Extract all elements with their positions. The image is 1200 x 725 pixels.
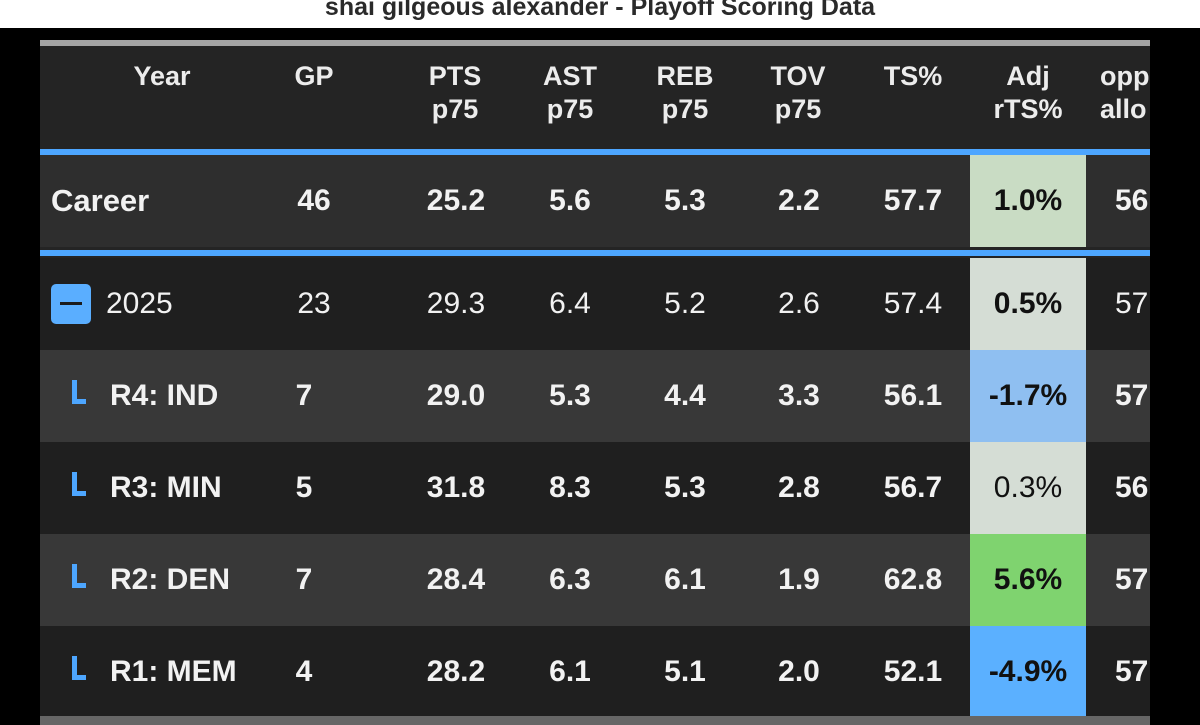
row-pts: 31.8 [426, 471, 486, 504]
sub-row-indicator-icon [72, 564, 86, 588]
row-year: R1: MEM [110, 655, 237, 688]
table-bottom-border [40, 716, 1150, 725]
row-pts: 25.2 [426, 184, 486, 217]
page-title: shai gilgeous alexander - Playoff Scorin… [0, 0, 1200, 28]
row-opp: 57 [1115, 287, 1149, 320]
col-header-adj-rts[interactable]: Adj rTS% [993, 61, 1063, 124]
table-row-career[interactable]: Career 46 25.2 5.6 5.3 2.2 57.7 1.0% 56 [40, 155, 1150, 247]
row-opp: 56 [1115, 471, 1149, 504]
row-gp: 7 [295, 379, 313, 412]
row-ts: 56.1 [883, 379, 943, 412]
row-year: R2: DEN [110, 563, 231, 596]
row-gp: 4 [295, 655, 313, 688]
row-tov: 1.9 [778, 563, 820, 596]
table-row-r3[interactable]: R3: MIN 5 31.8 8.3 5.3 2.8 56.7 0.3% 56 [40, 442, 1150, 534]
col-header-ast[interactable]: AST p75 [543, 61, 597, 124]
table-row-r1[interactable]: R1: MEM 4 28.2 6.1 5.1 2.0 52.1 -4.9% 57 [40, 626, 1150, 718]
career-divider [40, 250, 1150, 256]
row-adj-rts: -4.9% [988, 655, 1068, 688]
col-header-year[interactable]: Year [133, 61, 191, 91]
row-opp: 57 [1115, 655, 1149, 688]
scoring-table: Year GP PTS p75 AST p75 REB p75 TOV p75 TS% … [40, 40, 1150, 725]
row-adj-rts: 0.5% [993, 287, 1063, 320]
row-opp: 56 [1115, 184, 1149, 217]
row-adj-rts: -1.7% [988, 379, 1068, 412]
table-top-border [40, 40, 1150, 46]
row-ts: 57.7 [883, 184, 943, 217]
row-tov: 2.0 [778, 655, 820, 688]
adj-cell-bg [970, 155, 1086, 247]
row-tov: 2.2 [778, 184, 820, 217]
sub-row-indicator-icon [72, 472, 86, 496]
row-ast: 6.1 [549, 655, 591, 688]
adj-cell-bg [970, 258, 1086, 350]
table-row-r4[interactable]: R4: IND 7 29.0 5.3 4.4 3.3 56.1 -1.7% 57 [40, 350, 1150, 442]
row-gp: 23 [297, 287, 331, 320]
sub-row-indicator-icon [72, 656, 86, 680]
collapse-button[interactable] [51, 284, 91, 324]
row-ts: 57.4 [883, 287, 943, 320]
row-gp: 7 [295, 563, 313, 596]
col-header-tov[interactable]: TOV p75 [770, 61, 826, 124]
row-tov: 2.8 [778, 471, 820, 504]
row-gp: 5 [295, 471, 313, 504]
row-ast: 6.4 [549, 287, 591, 320]
sub-row-indicator-icon [72, 380, 86, 404]
col-header-opp[interactable]: opp allo [1100, 61, 1150, 124]
header-divider [40, 149, 1150, 155]
row-gp: 46 [297, 184, 331, 217]
col-header-pts[interactable]: PTS p75 [428, 61, 482, 124]
row-pts: 29.0 [426, 379, 486, 412]
row-reb: 6.1 [664, 563, 706, 596]
row-adj-rts: 5.6% [993, 563, 1063, 596]
row-reb: 5.3 [664, 184, 706, 217]
adj-cell-bg [970, 534, 1086, 626]
row-year: R4: IND [110, 379, 219, 412]
row-adj-rts: 1.0% [993, 184, 1063, 217]
row-adj-rts: 0.3% [993, 471, 1063, 504]
row-ast: 5.3 [549, 379, 591, 412]
row-pts: 28.4 [426, 563, 486, 596]
row-tov: 3.3 [778, 379, 820, 412]
col-header-ts[interactable]: TS% [883, 61, 943, 91]
row-ts: 62.8 [883, 563, 943, 596]
row-reb: 5.2 [664, 287, 706, 320]
row-opp: 57 [1115, 379, 1149, 412]
row-pts: 29.3 [426, 287, 486, 320]
row-year: 2025 [106, 287, 173, 320]
col-header-gp[interactable]: GP [294, 61, 334, 91]
row-ast: 8.3 [549, 471, 591, 504]
row-reb: 4.4 [664, 379, 706, 412]
row-reb: 5.1 [664, 655, 706, 688]
row-ts: 56.7 [883, 471, 943, 504]
row-ast: 6.3 [549, 563, 591, 596]
row-opp: 57 [1115, 563, 1149, 596]
row-tov: 2.6 [778, 287, 820, 320]
row-year: R3: MIN [110, 471, 222, 504]
adj-cell-bg [970, 350, 1086, 442]
table-row-2025[interactable]: 2025 23 29.3 6.4 5.2 2.6 57.4 0.5% 57 [40, 258, 1150, 350]
adj-cell-bg [970, 442, 1086, 534]
col-header-reb[interactable]: REB p75 [656, 61, 714, 124]
row-reb: 5.3 [664, 471, 706, 504]
row-ast: 5.6 [549, 184, 591, 217]
row-year: Career [51, 183, 150, 218]
row-ts: 52.1 [883, 655, 943, 688]
row-pts: 28.2 [426, 655, 486, 688]
table-row-r2[interactable]: R2: DEN 7 28.4 6.3 6.1 1.9 62.8 5.6% 57 [40, 534, 1150, 626]
adj-cell-bg [970, 626, 1086, 718]
